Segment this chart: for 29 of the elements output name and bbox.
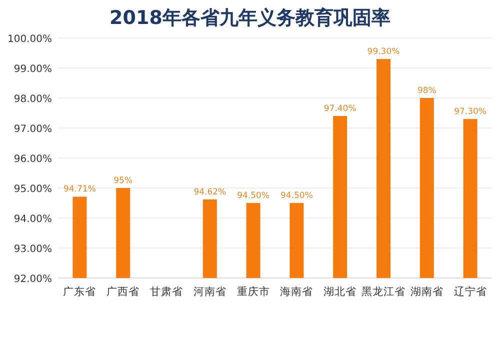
y-tick-label: 92.00%	[14, 274, 52, 285]
x-tick-label: 辽宁省	[454, 285, 487, 298]
data-label: 95%	[114, 176, 133, 186]
y-tick-label: 95.00%	[14, 184, 52, 195]
x-tick-label: 海南省	[280, 285, 314, 298]
x-tick-label: 甘肃省	[150, 285, 183, 298]
x-tick-label: 广东省	[63, 285, 96, 298]
x-tick-label: 黑龙江省	[362, 285, 406, 298]
y-tick-label: 99.00%	[14, 64, 52, 75]
x-tick-label: 河南省	[193, 285, 226, 298]
data-label: 94.50%	[280, 191, 313, 201]
y-tick-label: 94.00%	[14, 214, 52, 225]
data-label: 99.30%	[367, 47, 400, 57]
y-tick-label: 100.00%	[8, 34, 52, 45]
data-label: 94.62%	[194, 187, 226, 198]
y-tick-label: 93.00%	[14, 244, 52, 255]
y-tick-label: 96.00%	[14, 154, 52, 165]
data-label: 98%	[417, 86, 436, 96]
data-label: 94.71%	[63, 184, 96, 195]
y-tick-label: 97.00%	[14, 124, 52, 135]
x-tick-label: 重庆市	[236, 285, 270, 298]
x-tick-label: 湖南省	[410, 285, 444, 298]
data-label: 97.40%	[324, 104, 356, 114]
chart-title: 2018年各省九年义务教育巩固率	[110, 7, 390, 29]
x-tick-label: 湖北省	[324, 285, 357, 298]
data-label: 97.30%	[454, 107, 487, 117]
data-label: 94.50%	[237, 191, 270, 201]
x-tick-label: 广西省	[106, 285, 140, 298]
y-tick-label: 98.00%	[14, 94, 52, 105]
